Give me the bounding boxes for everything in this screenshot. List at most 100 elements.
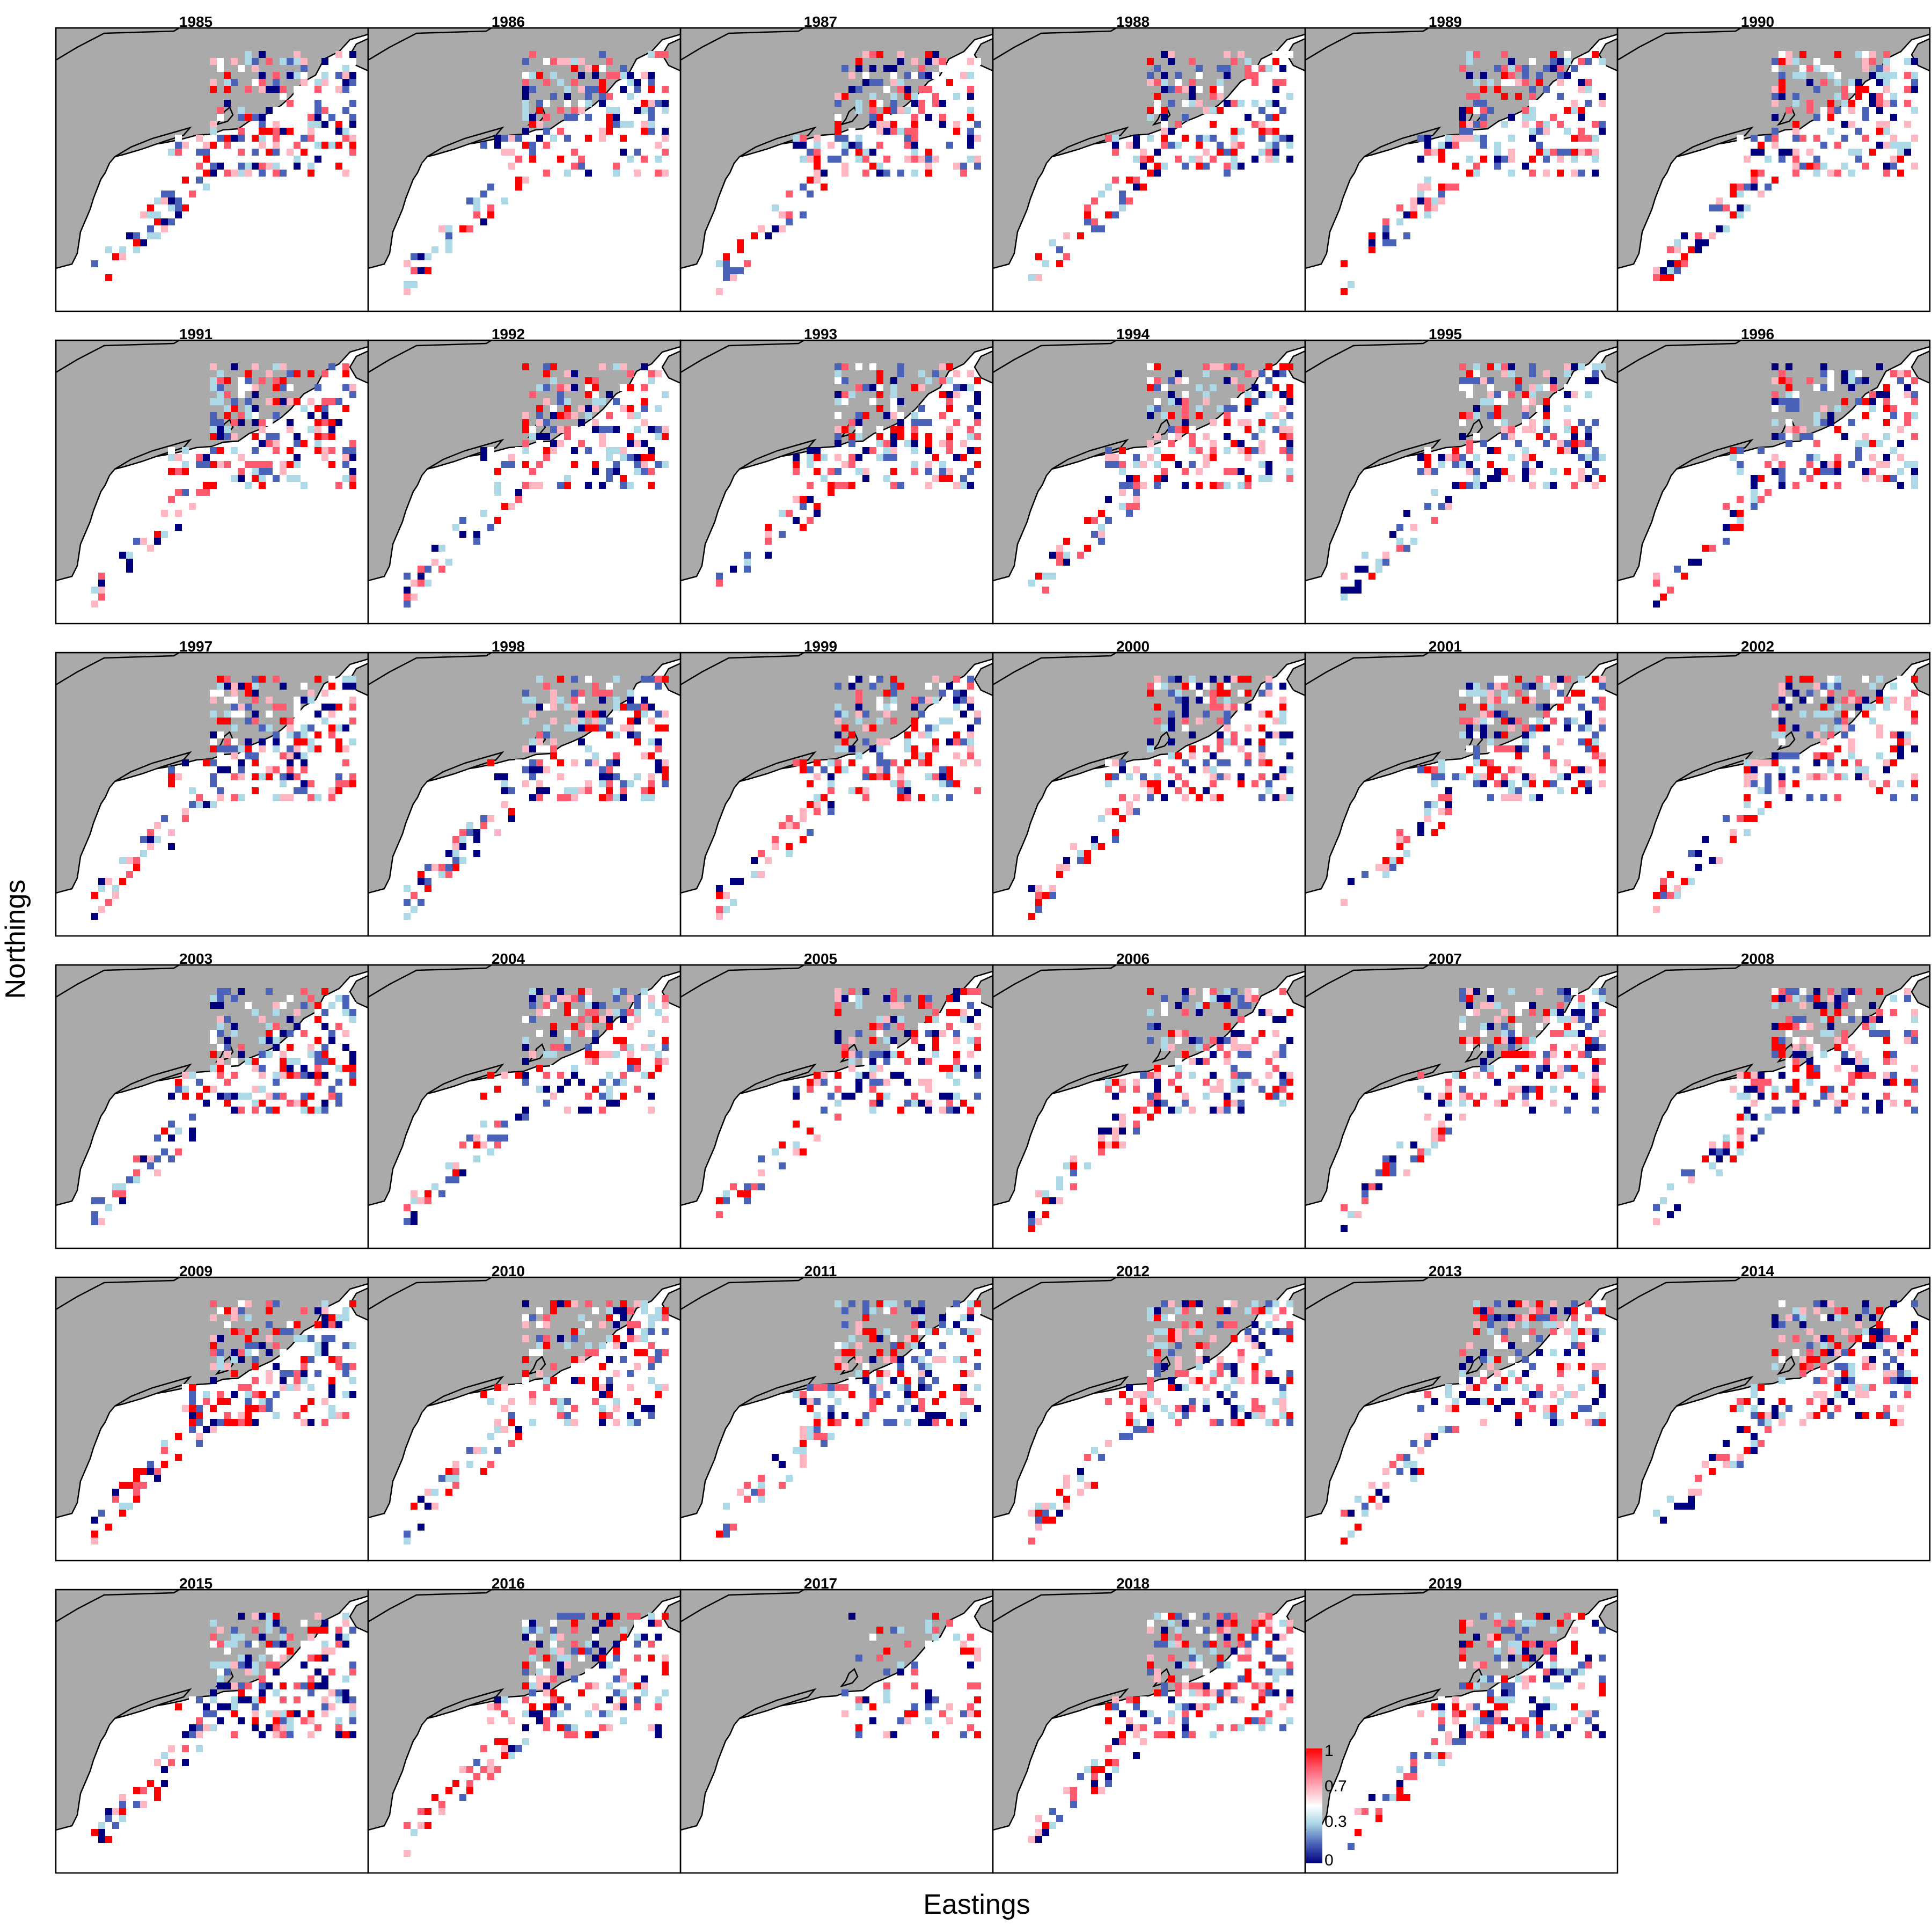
heatmap-cell xyxy=(1834,745,1841,752)
heatmap-cell xyxy=(1341,594,1348,601)
heatmap-cell xyxy=(1792,121,1799,128)
heatmap-cell xyxy=(960,454,967,461)
heatmap-cell xyxy=(1459,1016,1466,1023)
heatmap-cell xyxy=(349,1009,356,1016)
heatmap-cell xyxy=(613,426,620,433)
heatmap-cell xyxy=(641,1044,648,1051)
heatmap-cell xyxy=(1431,482,1438,489)
nova-scotia-land xyxy=(974,38,993,72)
heatmap-cell xyxy=(175,149,182,156)
heatmap-cell xyxy=(501,461,508,468)
heatmap-cell xyxy=(1438,822,1445,829)
heatmap-cell xyxy=(869,724,876,731)
heatmap-cell xyxy=(1806,377,1813,384)
heatmap-cell xyxy=(848,128,855,135)
heatmap-cell xyxy=(404,281,411,288)
heatmap-cell xyxy=(1119,468,1126,475)
heatmap-cell xyxy=(1154,170,1161,177)
heatmap-cell xyxy=(662,1016,669,1023)
heatmap-cell xyxy=(1286,100,1293,107)
heatmap-cell xyxy=(974,1009,981,1016)
heatmap-cell xyxy=(1466,391,1473,398)
heatmap-cell xyxy=(1424,1114,1431,1121)
heatmap-cell xyxy=(1813,412,1820,419)
heatmap-cell xyxy=(1688,850,1695,857)
heatmap-cell xyxy=(1557,1072,1564,1079)
heatmap-cell xyxy=(273,475,280,482)
heatmap-cell xyxy=(564,1030,571,1037)
heatmap-cell xyxy=(1466,412,1473,419)
heatmap-cell xyxy=(835,759,841,766)
heatmap-cell xyxy=(641,72,648,79)
heatmap-cell xyxy=(648,482,655,489)
heatmap-cell xyxy=(335,86,342,93)
heatmap-cell xyxy=(1785,482,1792,489)
heatmap-cell xyxy=(848,454,855,461)
heatmap-cell xyxy=(953,405,960,412)
heatmap-cell xyxy=(1890,697,1897,704)
heatmap-cell xyxy=(890,72,897,79)
heatmap-cell xyxy=(793,1141,800,1148)
heatmap-cell xyxy=(301,773,308,780)
heatmap-cell xyxy=(224,461,231,468)
heatmap-cell xyxy=(1785,426,1792,433)
heatmap-cell xyxy=(953,170,960,177)
heatmap-cell xyxy=(1286,391,1293,398)
heatmap-cell xyxy=(1245,752,1252,759)
heatmap-cell xyxy=(98,1218,105,1225)
heatmap-cell xyxy=(1252,79,1258,86)
heatmap-cell xyxy=(266,1023,273,1030)
heatmap-cell xyxy=(1077,850,1084,857)
heatmap-cell xyxy=(1557,988,1564,995)
heatmap-cell xyxy=(182,170,189,177)
heatmap-cell xyxy=(821,1079,828,1086)
heatmap-cell xyxy=(648,121,655,128)
heatmap-cell xyxy=(1272,58,1279,65)
heatmap-cell xyxy=(841,766,848,773)
heatmap-cell xyxy=(294,51,301,58)
heatmap-cell xyxy=(932,745,939,752)
heatmap-cell xyxy=(1494,163,1501,170)
heatmap-cell xyxy=(342,745,349,752)
heatmap-cell xyxy=(1578,1030,1585,1037)
heatmap-cell xyxy=(1508,114,1515,121)
heatmap-cell xyxy=(418,573,425,580)
heatmap-cell xyxy=(648,475,655,482)
heatmap-cell xyxy=(627,72,634,79)
heatmap-cell xyxy=(974,163,981,170)
heatmap-cell xyxy=(133,857,140,864)
heatmap-cell xyxy=(744,559,751,566)
heatmap-cell xyxy=(1904,724,1911,731)
heatmap-cell xyxy=(835,731,841,738)
heatmap-cell xyxy=(140,524,147,531)
heatmap-cell xyxy=(494,503,501,510)
heatmap-cell xyxy=(1473,405,1480,412)
heatmap-cell xyxy=(571,447,578,454)
heatmap-cell xyxy=(1196,468,1203,475)
heatmap-cell xyxy=(259,1037,266,1044)
heatmap-cell xyxy=(1424,503,1431,510)
heatmap-cell xyxy=(238,773,245,780)
heatmap-cell xyxy=(175,135,182,142)
heatmap-cell xyxy=(835,711,841,718)
heatmap-cell xyxy=(1438,1079,1445,1086)
heatmap-cell xyxy=(1564,363,1571,370)
heatmap-cell xyxy=(1674,239,1681,246)
heatmap-cell xyxy=(835,156,841,163)
heatmap-cell xyxy=(1855,794,1862,801)
heatmap-cell xyxy=(1883,475,1890,482)
heatmap-cell xyxy=(1168,377,1175,384)
heatmap-cell xyxy=(445,239,452,246)
heatmap-cell xyxy=(522,1058,529,1065)
heatmap-cell xyxy=(294,93,301,100)
heatmap-cell xyxy=(918,405,925,412)
heatmap-cell xyxy=(1772,142,1779,149)
heatmap-cell xyxy=(585,780,592,787)
heatmap-cell xyxy=(1480,690,1487,697)
heatmap-cell xyxy=(1161,759,1168,766)
heatmap-cell xyxy=(1501,697,1508,704)
heatmap-cell xyxy=(273,704,280,711)
heatmap-cell xyxy=(231,1093,238,1100)
heatmap-cell xyxy=(91,1197,98,1204)
heatmap-cell xyxy=(287,1058,294,1065)
